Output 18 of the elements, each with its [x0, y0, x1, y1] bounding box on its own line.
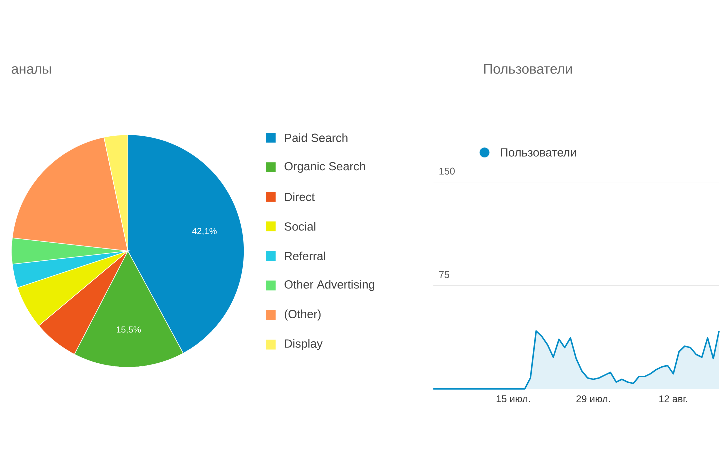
chart-title: Пользователи: [484, 64, 572, 74]
y-tick-label: 150: [440, 168, 455, 175]
x-tick-label: 29 июл.: [576, 396, 610, 403]
y-tick-label: 75: [439, 272, 450, 278]
legend-label: Referral: [285, 252, 326, 261]
legend-label: Пользователи: [501, 148, 576, 157]
legend-label: Direct: [285, 192, 315, 202]
legend-label: Social: [284, 222, 316, 231]
data-label: 15,5%: [116, 326, 142, 334]
legend-label: Other Advertising: [284, 280, 375, 292]
legend-label: Paid Search: [285, 134, 348, 142]
chart-title: аналы: [12, 66, 52, 74]
legend-label: Display: [285, 339, 323, 350]
data-label: 42,1%: [192, 228, 217, 236]
legend-label: Organic Search: [284, 162, 366, 174]
x-tick-label: 15 июл.: [496, 396, 530, 402]
legend-label: (Other): [285, 310, 321, 321]
x-tick-label: 12 авг.: [660, 396, 688, 403]
